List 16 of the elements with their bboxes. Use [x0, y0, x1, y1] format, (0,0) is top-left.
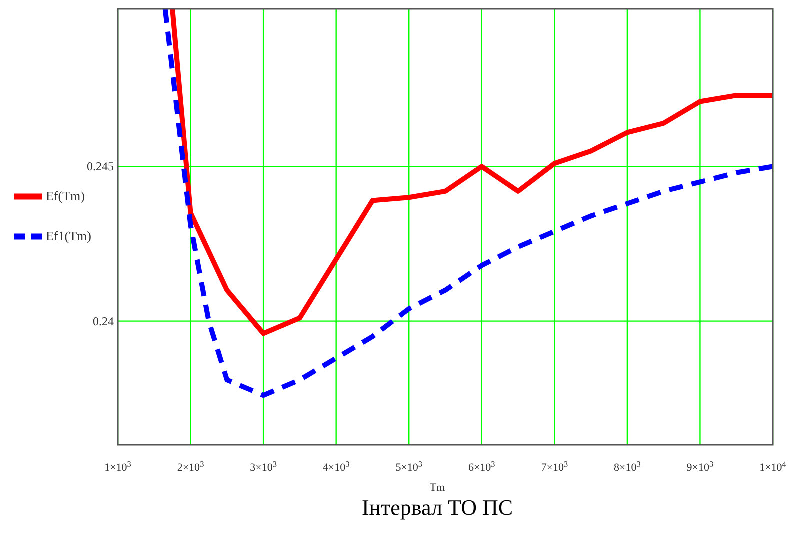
- x-tick-label: 3×10$^{3}$: [250, 460, 277, 474]
- legend-label: Ef(Tm): [46, 188, 85, 204]
- y-tick-label: 0.24: [93, 314, 114, 328]
- x-tick-label: 2×10$^{3}$: [177, 460, 204, 474]
- x-tick-label: 1×10$^{4}$: [760, 460, 786, 474]
- x-tick-label: 8×10$^{3}$: [614, 460, 641, 474]
- y-tick-label: 0.245: [87, 160, 114, 174]
- x-tick-label: 7×10$^{3}$: [541, 460, 568, 474]
- x-tick-label: 1×10$^{3}$: [104, 460, 132, 474]
- x-tick-label: 4×10$^{3}$: [322, 460, 350, 474]
- text: Інтервал ТО ПС: [362, 495, 514, 520]
- legend-label: Ef1(Tm): [46, 228, 92, 244]
- x-axis-title: Tm: [430, 482, 446, 494]
- x-tick-label: 5×10$^{3}$: [396, 460, 423, 474]
- x-tick-label: 9×10$^{3}$: [686, 460, 714, 474]
- x-tick-label: 6×10$^{3}$: [468, 460, 496, 474]
